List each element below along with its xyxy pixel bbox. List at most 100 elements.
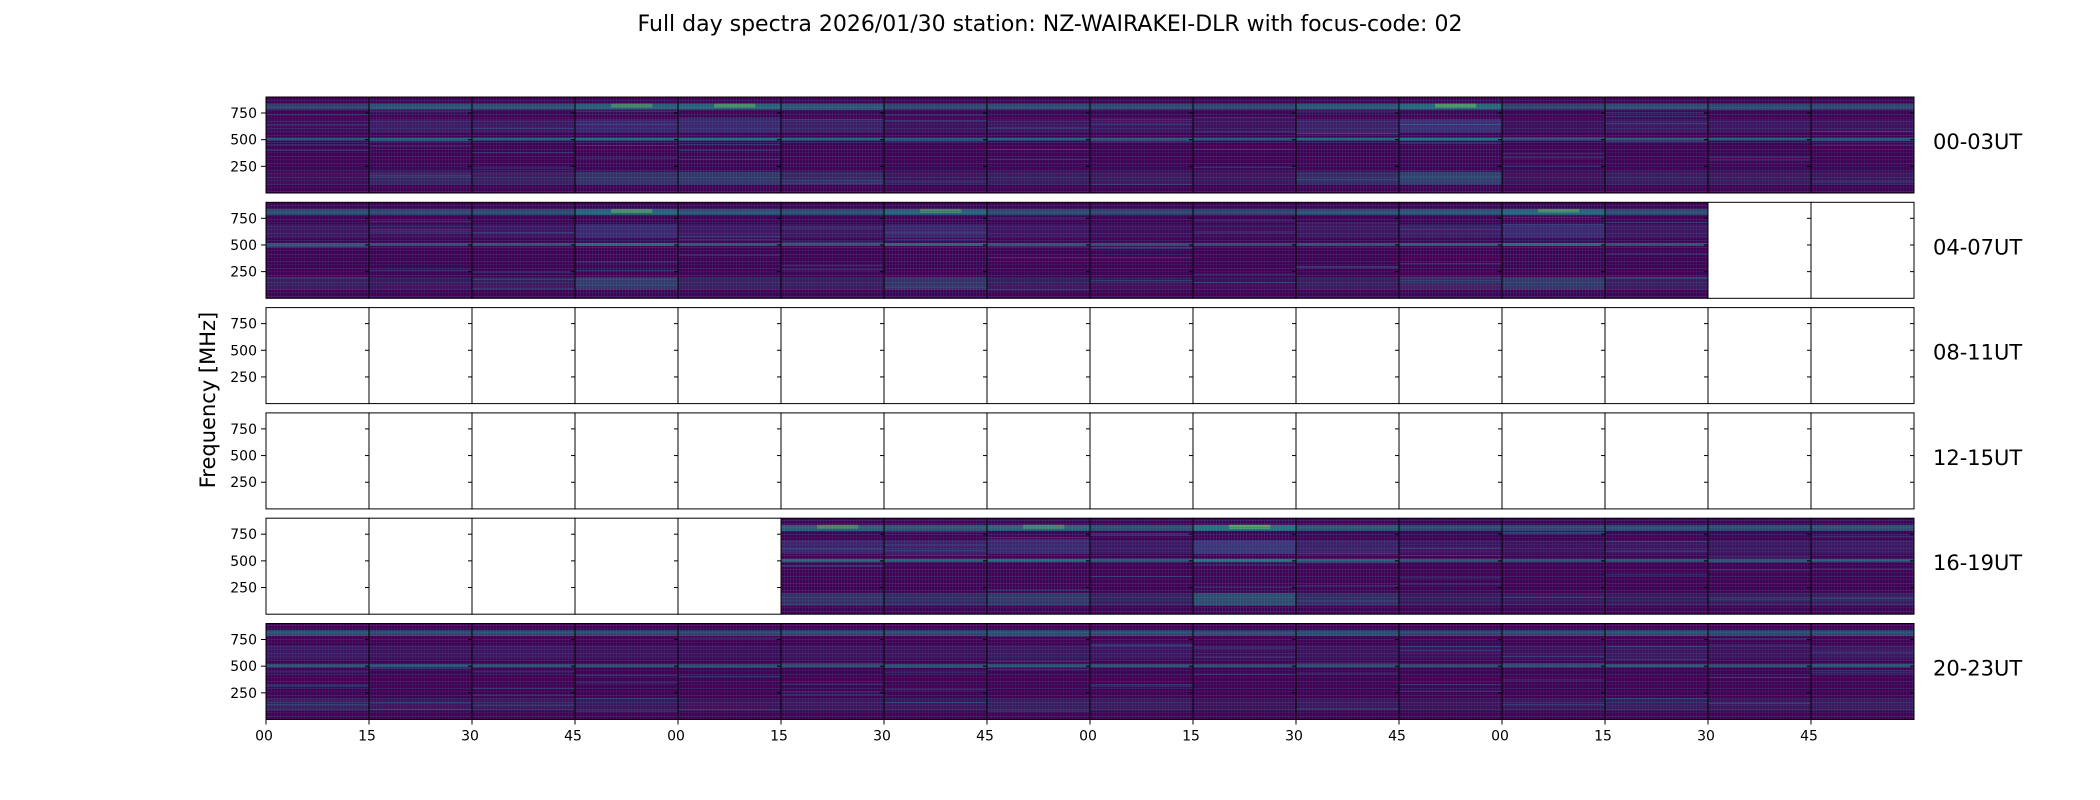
band-500 [1399,242,1502,246]
row-00-03UT [265,96,1915,194]
band-800 [781,630,884,637]
y-tick-label: 250 [230,475,257,491]
band-500 [1502,242,1605,246]
band-500 [575,137,678,141]
band-150 [884,171,987,185]
x-tick-label: 00 [1079,729,1097,745]
band-800 [472,208,575,215]
band-800 [1708,630,1811,637]
band-600 [1502,540,1605,555]
band-800 [884,103,987,110]
spectrogram-panel [1810,412,1915,510]
row-label: 08-11UT [1933,341,2022,365]
y-tick-label: 250 [230,686,257,702]
band-150 [472,276,575,290]
band-150 [1193,592,1296,606]
panel-empty [1296,307,1399,404]
spectrogram-panel [574,307,679,405]
band-800 [1296,524,1399,531]
band-500 [1502,137,1605,141]
band-800 [266,630,369,637]
y-tick-label: 750 [230,211,257,227]
band-600 [1296,540,1399,555]
spectrogram-panel [986,307,1091,405]
row-20-23UT [265,623,1915,720]
panel-empty [678,307,781,404]
panel-empty [987,412,1090,509]
band-500 [678,242,781,246]
row-08-11UT [265,307,1915,405]
band-600 [1399,118,1502,133]
band-150 [1193,698,1296,711]
spectrogram-panel [1707,517,1812,615]
spectrogram-panel [883,307,988,405]
band-500 [1090,558,1193,562]
band-800 [884,630,987,637]
band-150 [575,171,678,185]
band-600 [1605,118,1708,133]
panel-empty [1708,202,1811,299]
panel-empty [1502,307,1605,404]
band-800 [987,103,1090,110]
x-tick-label: 45 [1388,729,1406,745]
panel-empty [884,307,987,404]
spectrogram-panel [883,96,988,194]
band-150 [987,698,1090,711]
spectrogram-panel [1604,517,1709,615]
band-150 [472,171,575,185]
spectrogram-panel [1398,412,1503,510]
band-800 [472,630,575,637]
spectrogram-panel [1604,412,1709,510]
band-800 [1399,103,1502,110]
band-600 [987,224,1090,239]
band-600 [1399,224,1502,239]
spectrogram-panel [677,412,782,510]
y-tick-label: 250 [230,159,257,175]
band-800 [1296,208,1399,215]
panel-empty [266,518,369,615]
band-600 [1708,645,1811,660]
band-500 [884,137,987,141]
band-800 [1090,103,1193,110]
band-150 [1502,171,1605,185]
band-500 [1708,558,1811,562]
band-500 [678,137,781,141]
x-tick-label: 00 [255,729,273,745]
band-800 [1296,103,1399,110]
spectrogram-panel [1089,517,1194,615]
spectrogram-panel [471,201,576,299]
spectrogram-panel [1501,623,1606,720]
band-500 [1811,664,1914,668]
band-500 [1296,242,1399,246]
band-800 [369,208,472,215]
spectrogram-panel [1089,96,1194,194]
spectrogram-panel [265,517,370,615]
spectrogram-panel [368,201,473,299]
band-800 [1811,630,1914,637]
band-150 [369,276,472,290]
band-150 [884,592,987,606]
band-150 [781,698,884,711]
spectrogram-panel [1192,623,1297,720]
spectrogram-panel [368,96,473,194]
band-150 [369,698,472,711]
band-600 [369,118,472,133]
y-tick-label: 500 [230,659,257,675]
spectrogram-panel [574,412,679,510]
band-150 [575,698,678,711]
band-500 [781,558,884,562]
panel-empty [472,307,575,404]
spectrogram-panel [1192,96,1297,194]
band-800 [472,103,575,110]
band-500 [1090,664,1193,668]
spectrogram-panel [1707,412,1812,510]
panel-empty [1090,307,1193,404]
chart-title: Full day spectra 2026/01/30 station: NZ-… [637,12,1463,37]
band-800 [1193,208,1296,215]
band-600 [781,540,884,555]
band-600 [678,645,781,660]
panel-empty [1605,307,1708,404]
band-500 [678,664,781,668]
band-150 [266,276,369,290]
x-tick-label: 30 [1285,729,1303,745]
